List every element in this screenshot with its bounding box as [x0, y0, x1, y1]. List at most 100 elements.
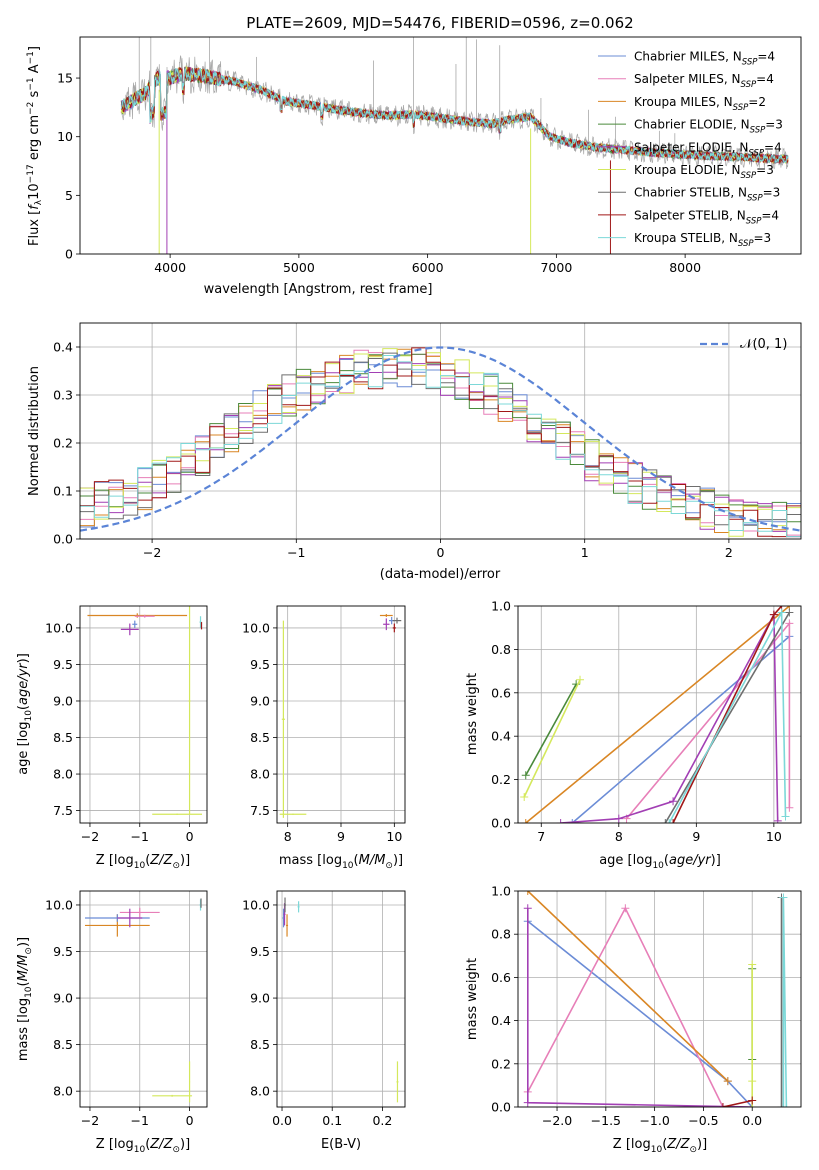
y-tick-label: 9.5	[53, 657, 73, 672]
weight-marker	[669, 819, 678, 823]
weight-marker	[669, 797, 678, 806]
plot-area-spectrum	[120, 37, 789, 254]
y-tick-label: 0.2	[491, 1056, 511, 1071]
x-tick-label: 0	[437, 545, 445, 560]
error-bar-point	[188, 1061, 191, 1103]
x-tick-label: 0.1	[322, 1113, 342, 1128]
legend-label: Salpeter STELIB, NSSP=4	[634, 208, 779, 226]
x-tick-label: 7	[537, 829, 545, 844]
axes-frame	[79, 36, 802, 255]
weight-marker	[748, 960, 757, 969]
y-tick-label: 0.6	[491, 685, 511, 700]
x-axis-label: Z [log10(Z/Z⊙)]	[613, 1137, 707, 1155]
x-tick-label: −2	[81, 829, 99, 844]
y-tick-label: 0.1	[53, 484, 73, 499]
y-tick-label: 0.2	[491, 772, 511, 787]
x-tick-label: 0	[186, 829, 194, 844]
x-axis-label: E(B-V)	[321, 1137, 361, 1152]
y-tick-label: 10.0	[45, 620, 73, 635]
y-tick-label: 0.4	[53, 340, 73, 355]
x-tick-label: 4000	[154, 260, 186, 275]
y-tick-label: 1.0	[491, 599, 511, 614]
x-tick-label: −2	[81, 1113, 99, 1128]
weight-marker	[523, 1098, 532, 1107]
y-tick-label: 9.0	[250, 991, 270, 1006]
y-tick-label: 8.0	[250, 767, 270, 782]
y-tick-label: 0.0	[491, 1100, 511, 1115]
x-tick-label: 1	[581, 545, 589, 560]
y-tick-label: 9.0	[53, 693, 73, 708]
y-tick-label: 7.5	[53, 803, 73, 818]
weight-marker	[520, 792, 529, 801]
gaussian-curve	[80, 346, 801, 532]
x-tick-label: 0.2	[372, 1113, 392, 1128]
y-axis-label: mass [log10(M/M⊙)]	[16, 937, 34, 1061]
y-tick-label: 10.0	[242, 897, 270, 912]
weight-line	[527, 891, 729, 1082]
panel-weight_vs_Z: −2.0 −1.5 −1.0 −0.5 0.0 0.0 0.2 0.4 0.6 0.8 1.0 Z […	[465, 884, 802, 1155]
axes-frame	[517, 605, 802, 824]
x-tick-label: −1.0	[639, 1113, 669, 1128]
y-tick-label: 0	[65, 247, 73, 262]
x-axis-label: age [log10(age/yr)]	[599, 853, 721, 871]
error-bar-point	[117, 908, 143, 928]
legend-label: Salpeter ELODIE, NSSP=4	[634, 140, 782, 158]
y-tick-label: 0.6	[491, 970, 511, 985]
y-tick-label: 9.5	[53, 944, 73, 959]
panel-spectrum: 4000 5000 6000 7000 8000 0 5 10 15 Chabrier MILES…	[26, 36, 802, 297]
error-bar-point	[152, 813, 203, 815]
weight-line	[722, 1099, 753, 1107]
x-axis-label: Z [log10(Z/Z⊙)]	[96, 1137, 190, 1155]
error-bar-point	[383, 618, 390, 631]
weight-marker	[621, 904, 630, 913]
spectrum-legend: Chabrier MILES, NSSP=4 Salpeter MILES, NS…	[598, 50, 783, 249]
legend-label: Kroupa STELIB, NSSP=3	[634, 231, 771, 249]
y-tick-label: 7.5	[250, 803, 270, 818]
error-bar-point	[379, 614, 393, 617]
legend-label-gaussian: 𝒩(0, 1)	[740, 337, 787, 352]
y-tick-label: 9.0	[53, 991, 73, 1006]
x-tick-label: −0.5	[688, 1113, 718, 1128]
axes-frame	[517, 890, 802, 1108]
axes-frame	[276, 605, 406, 824]
legend-label: Kroupa MILES, NSSP=2	[634, 95, 766, 113]
plot-area-weight_vs_age	[520, 606, 794, 823]
error-bar-point	[200, 898, 202, 908]
x-tick-label: 0.0	[742, 1113, 762, 1128]
weight-marker	[748, 1077, 757, 1086]
y-tick-label: 0.2	[53, 436, 73, 451]
axes-frame	[79, 890, 208, 1108]
weight-marker	[521, 771, 530, 780]
weight-marker	[521, 819, 530, 823]
plot-area-mass_vs_Z	[84, 898, 202, 1103]
y-tick-label: 9.5	[250, 657, 270, 672]
error-bar-point	[286, 914, 289, 937]
y-tick-label: 0.4	[491, 1013, 511, 1028]
weight-marker	[769, 610, 778, 619]
weight-marker	[785, 803, 794, 812]
y-tick-label: 0.0	[53, 532, 73, 547]
error-bar-point	[297, 901, 300, 913]
error-bar-point	[87, 613, 188, 618]
weight-marker	[785, 608, 794, 617]
x-tick-label: 7000	[540, 260, 572, 275]
x-tick-label: 10	[386, 829, 402, 844]
y-tick-label: 15	[57, 71, 73, 86]
panel-mass_vs_ebv: 0.0 0.1 0.2 8.0 8.5 9.0 9.5 10.0 E(B-V)	[242, 890, 406, 1152]
x-axis-label: (data-model)/error	[380, 567, 501, 582]
weight-marker	[568, 819, 577, 823]
residual-histogram	[80, 355, 801, 539]
error-bar-point	[119, 907, 160, 918]
panel-age_vs_mass: 8 9 10 7.5 8.0 8.5 9.0 9.5 10.0 mass [log10(M/M⊙)…	[242, 605, 406, 871]
x-tick-label: 6000	[412, 260, 444, 275]
y-tick-label: 10.0	[45, 897, 73, 912]
y-axis-label: age [log10(age/yr)]	[16, 653, 34, 775]
weight-marker	[718, 1103, 727, 1107]
x-tick-label: −2	[143, 545, 161, 560]
error-bar-point	[134, 614, 155, 618]
error-bar-point	[396, 1061, 399, 1103]
x-tick-label: −1.5	[591, 1113, 621, 1128]
error-bar-point	[392, 623, 396, 633]
axes-frame	[79, 605, 208, 824]
